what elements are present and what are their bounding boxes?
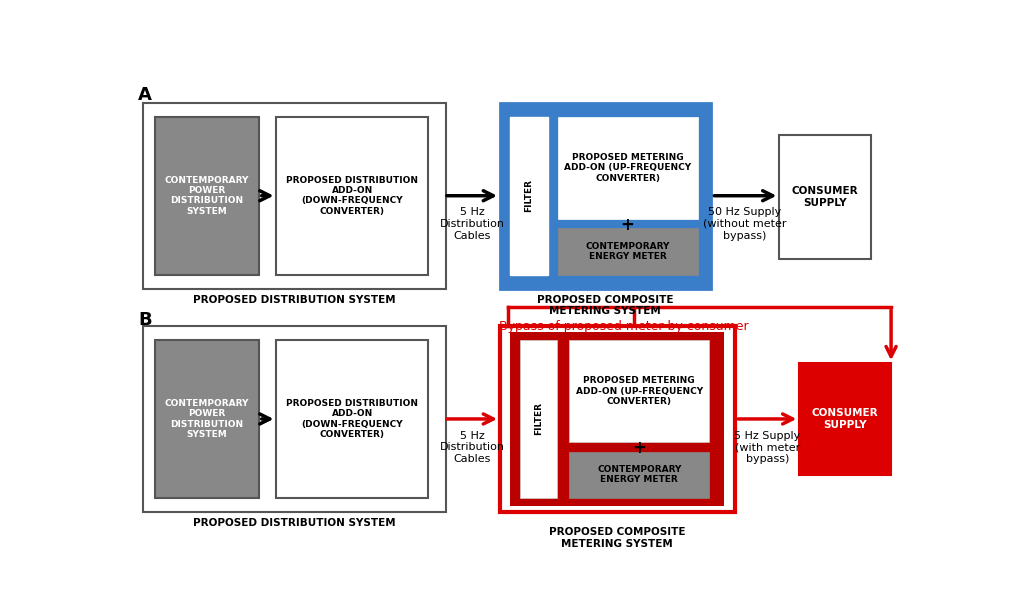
Text: +: + — [621, 216, 634, 234]
Text: PROPOSED COMPOSITE
METERING SYSTEM: PROPOSED COMPOSITE METERING SYSTEM — [537, 295, 674, 316]
Text: +: + — [632, 439, 647, 457]
Text: PROPOSED DISTRIBUTION
ADD-ON
(DOWN-FREQUENCY
CONVERTER): PROPOSED DISTRIBUTION ADD-ON (DOWN-FREQU… — [286, 399, 418, 439]
Text: FILTER: FILTER — [535, 402, 543, 435]
Text: PROPOSED DISTRIBUTION SYSTEM: PROPOSED DISTRIBUTION SYSTEM — [194, 295, 397, 305]
Bar — [156, 340, 259, 498]
Bar — [558, 228, 698, 275]
Text: 50 Hz Supply
(without meter
bypass): 50 Hz Supply (without meter bypass) — [703, 207, 787, 240]
Text: CONTEMPORARY
ENERGY METER: CONTEMPORARY ENERGY METER — [597, 465, 682, 484]
Bar — [143, 326, 446, 512]
Text: PROPOSED DISTRIBUTION
ADD-ON
(DOWN-FREQUENCY
CONVERTER): PROPOSED DISTRIBUTION ADD-ON (DOWN-FREQU… — [286, 176, 418, 216]
Text: CONSUMER
SUPPLY: CONSUMER SUPPLY — [792, 186, 859, 208]
Bar — [558, 117, 698, 219]
Bar — [510, 332, 724, 506]
Bar — [570, 452, 709, 498]
Text: CONTEMPORARY
ENERGY METER: CONTEMPORARY ENERGY METER — [586, 242, 671, 262]
Text: 5 Hz Supply
(with meter
bypass): 5 Hz Supply (with meter bypass) — [734, 431, 800, 464]
Bar — [520, 340, 557, 498]
Bar — [276, 340, 428, 498]
Text: B: B — [138, 310, 152, 329]
Bar — [156, 117, 259, 275]
Bar — [799, 363, 891, 475]
Text: Bypass of proposed meter by consumer: Bypass of proposed meter by consumer — [499, 320, 749, 333]
Text: PROPOSED COMPOSITE
METERING SYSTEM: PROPOSED COMPOSITE METERING SYSTEM — [549, 527, 686, 549]
Text: A: A — [138, 86, 152, 104]
Text: 5 Hz
Distribution
Cables: 5 Hz Distribution Cables — [440, 431, 505, 464]
Text: FILTER: FILTER — [524, 179, 534, 212]
Bar — [276, 117, 428, 275]
Text: PROPOSED METERING
ADD-ON (UP-FREQUENCY
CONVERTER): PROPOSED METERING ADD-ON (UP-FREQUENCY C… — [576, 376, 702, 406]
Bar — [510, 117, 548, 275]
Text: CONTEMPORARY
POWER
DISTRIBUTION
SYSTEM: CONTEMPORARY POWER DISTRIBUTION SYSTEM — [165, 176, 249, 216]
Text: CONTEMPORARY
POWER
DISTRIBUTION
SYSTEM: CONTEMPORARY POWER DISTRIBUTION SYSTEM — [165, 399, 249, 439]
Text: CONSUMER
SUPPLY: CONSUMER SUPPLY — [812, 408, 879, 430]
Bar — [500, 103, 712, 289]
Text: PROPOSED DISTRIBUTION SYSTEM: PROPOSED DISTRIBUTION SYSTEM — [194, 518, 397, 528]
Text: PROPOSED METERING
ADD-ON (UP-FREQUENCY
CONVERTER): PROPOSED METERING ADD-ON (UP-FREQUENCY C… — [564, 153, 691, 183]
Bar — [780, 135, 871, 259]
Bar — [500, 326, 735, 512]
Text: 5 Hz
Distribution
Cables: 5 Hz Distribution Cables — [440, 207, 505, 240]
Bar — [570, 340, 709, 442]
Bar — [143, 103, 446, 289]
